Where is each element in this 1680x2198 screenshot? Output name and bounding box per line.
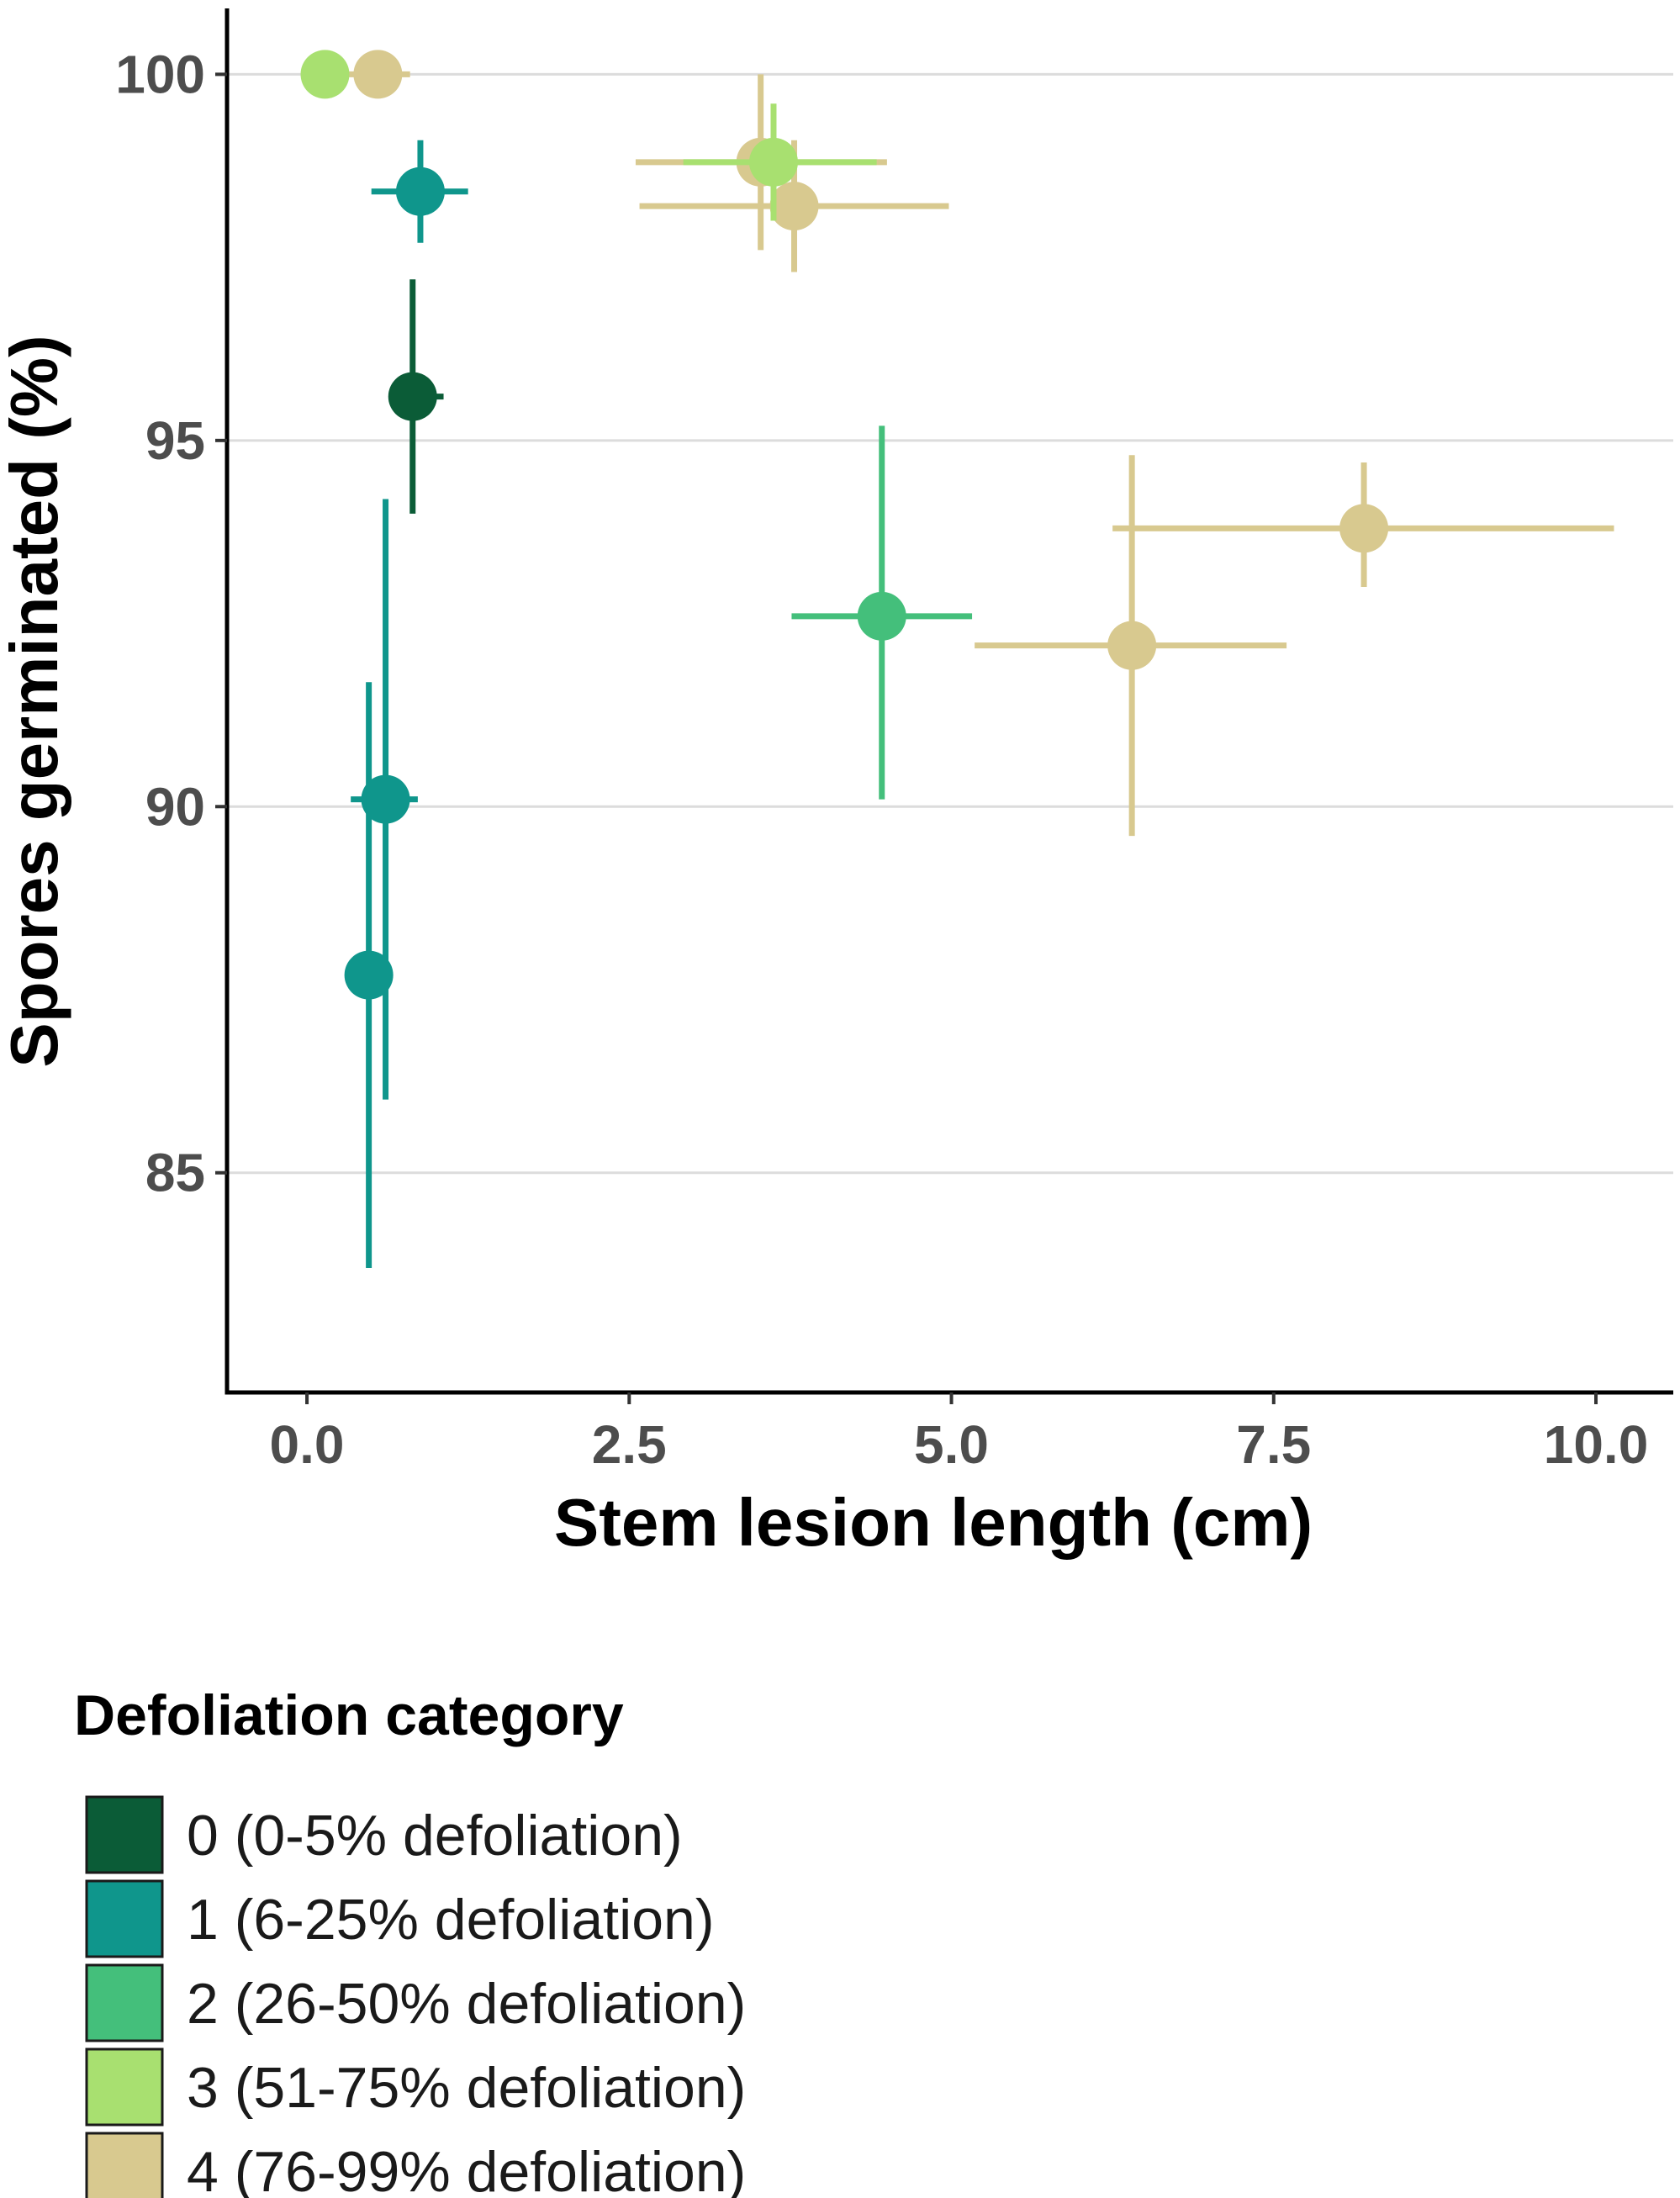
x-tick-label: 0.0 (270, 1414, 345, 1475)
point-marker (395, 166, 445, 216)
legend-label: 4 (76-99% defoliation) (187, 2140, 746, 2198)
point-marker (1107, 621, 1157, 670)
data-point-cat-1 (351, 499, 418, 1100)
data-marks (300, 50, 1614, 1268)
legend-label: 3 (51-75% defoliation) (187, 2056, 746, 2120)
legend-label: 2 (26-50% defoliation) (187, 1972, 746, 2036)
point-marker (748, 137, 798, 187)
data-point-cat-2 (791, 425, 973, 800)
point-marker (1339, 504, 1389, 553)
point-marker (388, 372, 437, 421)
x-tick-label: 2.5 (592, 1414, 667, 1475)
legend-label: 1 (6-25% defoliation) (187, 1888, 714, 1952)
point-marker (857, 591, 906, 641)
point-marker (300, 50, 350, 99)
legend-title: Defoliation category (74, 1683, 624, 1747)
y-tick-label: 100 (115, 44, 205, 104)
x-tick-label: 5.0 (914, 1414, 989, 1475)
legend-entry: 1 (6-25% defoliation) (85, 1879, 714, 1958)
data-point-cat-3 (300, 50, 350, 99)
x-axis-title: Stem lesion length (cm) (554, 1485, 1313, 1560)
x-tick-label: 7.5 (1236, 1414, 1311, 1475)
legend-key-swatch (85, 2047, 164, 2127)
legend-key-swatch (85, 2132, 164, 2198)
y-tick-label: 95 (145, 410, 205, 471)
legend-key-swatch (85, 1879, 164, 1958)
point-marker (353, 50, 403, 99)
data-point-cat-4 (639, 140, 949, 272)
data-point-cat-0 (388, 279, 444, 514)
y-tick-label: 85 (145, 1143, 205, 1203)
y-tick-label: 90 (145, 776, 205, 837)
legend-key-swatch (85, 1963, 164, 2042)
data-point-cat-3 (683, 103, 877, 221)
data-point-cat-4 (1112, 462, 1614, 588)
point-marker (361, 774, 410, 824)
tick-labels: 85 90 95 100 0.0 2.5 5.0 7.5 10.0 (115, 44, 1648, 1475)
legend-entry: 0 (0-5% defoliation) (85, 1795, 683, 1874)
legend-key-swatch (85, 1795, 164, 1874)
x-tick-label: 10.0 (1544, 1414, 1649, 1475)
data-point-cat-4 (975, 455, 1287, 837)
legend-entry: 3 (51-75% defoliation) (85, 2047, 746, 2127)
grid-lines (227, 72, 1673, 1175)
y-axis-title: Spores germinated (%) (0, 335, 71, 1067)
legend-label: 0 (0-5% defoliation) (187, 1804, 683, 1868)
legend-entry: 4 (76-99% defoliation) (85, 2132, 746, 2198)
data-point-cat-4 (346, 50, 410, 99)
data-point-cat-1 (371, 140, 468, 243)
legend-entry: 2 (26-50% defoliation) (85, 1963, 746, 2042)
point-marker (769, 182, 819, 231)
legend: Defoliation category 0 (0-5% defoliation… (74, 1683, 746, 2198)
axes (225, 8, 1673, 1395)
point-marker (344, 950, 394, 1000)
data-point-cat-1 (344, 682, 394, 1268)
